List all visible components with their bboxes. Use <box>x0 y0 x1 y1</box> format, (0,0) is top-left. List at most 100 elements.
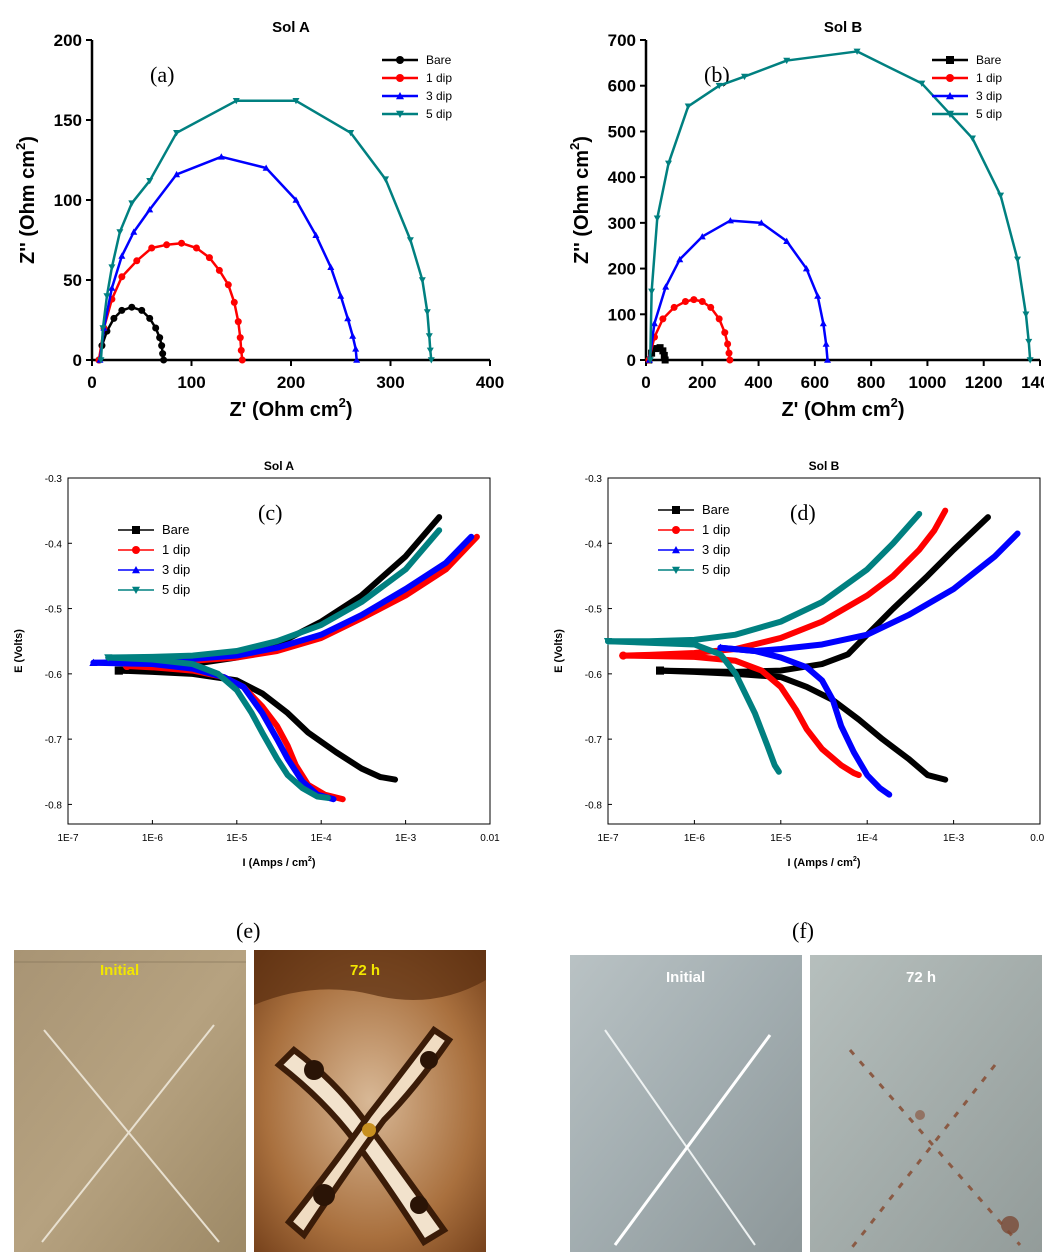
chart-c-xtick-label: 1E-7 <box>57 833 79 844</box>
chart-a-xtick-label: 0 <box>87 373 96 392</box>
chart-c-xtick-label: 1E-5 <box>226 833 248 844</box>
chart-a-series-3-point <box>423 309 431 316</box>
chart-b-legend-label: Bare <box>976 53 1002 67</box>
chart-b-ytick-label: 100 <box>608 305 636 324</box>
chart-a-xtick-label: 300 <box>376 373 404 392</box>
chart-a-series-0-point <box>159 350 167 358</box>
chart-d-xtick-label: 1E-6 <box>684 833 706 844</box>
chart-d-group: Sol B 1E-7 1E-6 1E-5 1E-4 1E-3 0.01 -0.3 -0.4 -0.… <box>553 459 1044 869</box>
chart-d-legend-marker <box>672 566 680 574</box>
chart-a-series-2-point <box>262 164 270 171</box>
chart-b-series-3-point <box>648 288 656 295</box>
chart-b-series-1-point <box>726 356 734 364</box>
chart-c-series-2-point <box>89 658 98 666</box>
chart-a-series-0-point <box>158 342 166 350</box>
chart-c-ytick-label: -0.5 <box>45 605 63 616</box>
chart-a-series-2-point <box>352 345 360 352</box>
chart-a-series-3-point <box>426 347 434 354</box>
chart-a-legend-label: 1 dip <box>426 71 452 85</box>
steel-panel-initial-f <box>570 955 802 1252</box>
chart-a-series-2-point <box>217 153 225 160</box>
chart-d-series-2-line <box>717 644 893 798</box>
chart-b-group: Sol B 0 200 400 600 800 1000 1200 1400 0 100 200 300… <box>567 19 1044 421</box>
chart-a-xtick-label: 200 <box>277 373 305 392</box>
chart-a-series-1-point <box>118 273 126 281</box>
chart-a-series-2-point <box>146 206 154 213</box>
chart-b-series-3-point <box>741 73 748 81</box>
chart-b-series-3-point <box>783 57 791 65</box>
chart-panel-c: Sol A 1E-7 1E-6 1E-5 1E-4 1E-3 0.01 -0.3 -0.4 -0.… <box>0 450 522 890</box>
chart-a-legend-marker <box>396 110 404 118</box>
chart-a-series-0-point <box>160 356 168 364</box>
chart-a-series-3-point <box>418 277 426 284</box>
chart-c-legend-label: 1 dip <box>162 542 190 557</box>
chart-b-ylabel: Z'' (Ohm cm2) <box>567 136 593 264</box>
chart-a-series-3-point <box>173 130 181 137</box>
chart-d-series-1-point <box>619 651 628 660</box>
chart-d-legend-label: 5 dip <box>702 562 730 577</box>
chart-b-series-1-point <box>715 315 723 323</box>
chart-c-ytick-label: -0.6 <box>45 670 63 681</box>
chart-d-legend-label: Bare <box>702 502 729 517</box>
chart-d-ylabel: E (Volts) <box>553 629 565 673</box>
chart-b-series-1-point <box>698 297 706 305</box>
chart-a-series-2-point <box>108 284 116 291</box>
chart-b-series-3-point <box>1026 357 1034 364</box>
chart-a-legend-marker <box>396 56 404 64</box>
chart-b-series-3-point <box>1025 338 1033 346</box>
chart-c-legend-marker <box>132 586 140 594</box>
chart-b-xtick-label: 600 <box>801 373 829 392</box>
chart-b-series-3-point <box>997 192 1005 199</box>
chart-c-series-3-point <box>104 654 113 662</box>
chart-a-series-1-point <box>192 244 200 252</box>
chart-b-xtick-label: 1400 <box>1021 373 1044 392</box>
chart-a-ytick-label: 100 <box>54 191 82 210</box>
chart-b-series-1-point <box>721 329 729 337</box>
chart-c-ytick-label: -0.8 <box>45 800 63 811</box>
chart-d-series-3 <box>604 510 923 775</box>
chart-a-series-3-line <box>99 99 433 362</box>
chart-a-series-1-point <box>215 266 223 274</box>
chart-a-series-2-point <box>118 252 126 259</box>
chart-panel-d: Sol B 1E-7 1E-6 1E-5 1E-4 1E-3 0.01 -0.3 -0.4 -0.… <box>522 450 1044 890</box>
chart-a-series-1-point <box>224 281 232 289</box>
chart-b-series-3-point <box>665 160 673 167</box>
chart-a-series-0-point <box>128 303 136 311</box>
chart-svg-b: Sol B 0 200 400 600 800 1000 1200 1400 0 100 200 300… <box>567 19 1044 421</box>
chart-b-ytick-label: 500 <box>608 122 636 141</box>
chart-a-series-1-point <box>230 298 238 306</box>
chart-d-panel-label: (d) <box>790 500 816 525</box>
chart-b-series-3-point <box>968 135 976 142</box>
chart-a-ytick-label: 200 <box>54 31 82 50</box>
chart-a-series-0-point <box>138 306 146 314</box>
chart-b-ytick-label: 200 <box>608 260 636 279</box>
chart-a-legend-label: 5 dip <box>426 107 452 121</box>
photo-f-72h-label: 72 h <box>906 969 937 986</box>
chart-a-legend-marker <box>396 92 404 100</box>
chart-a-xtick-label: 400 <box>476 373 504 392</box>
chart-c-ytick-label: -0.7 <box>45 735 63 746</box>
chart-a-series-2-point <box>353 356 361 363</box>
chart-a-series-1-point <box>237 346 245 354</box>
photo-e-initial: Initial <box>14 950 246 1252</box>
chart-d-series-3-point <box>604 638 612 646</box>
chart-a-title: Sol A <box>272 19 310 36</box>
chart-a-series-3-point <box>116 229 124 236</box>
chart-a-series-1 <box>95 239 246 364</box>
chart-a-series-3-point <box>146 178 154 185</box>
chart-b-legend-label: 5 dip <box>976 107 1002 121</box>
chart-b-series-1-point <box>681 297 689 305</box>
chart-c-title: Sol A <box>264 459 295 473</box>
steel-panel-initial-e <box>14 950 246 1252</box>
chart-a-xtick-label: 100 <box>177 373 205 392</box>
chart-b-legend-marker <box>946 92 954 100</box>
chart-d-legend-label: 3 dip <box>702 542 730 557</box>
chart-d-xtick-label: 0.01 <box>1030 833 1044 844</box>
chart-a-series-1-point <box>148 244 156 252</box>
chart-b-series-2-point <box>822 340 830 347</box>
chart-d-xtick-label: 1E-4 <box>857 833 879 844</box>
chart-b-series-2-point <box>783 237 791 244</box>
chart-b-series-0-point <box>660 351 668 359</box>
chart-b-series-3-point <box>1022 311 1030 318</box>
chart-a-series-3-point <box>292 98 300 105</box>
